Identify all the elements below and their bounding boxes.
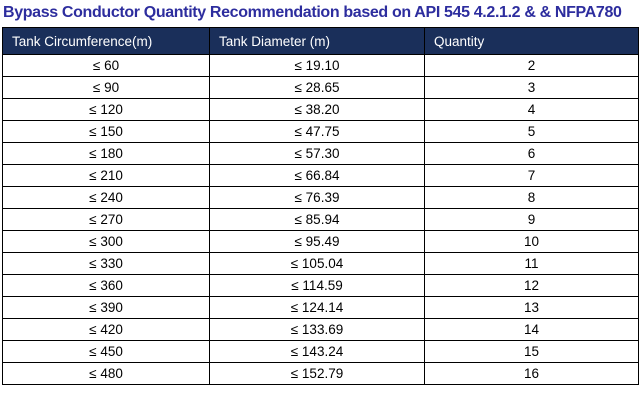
table-cell: ≤ 124.14 — [209, 296, 425, 319]
table-cell: ≤ 390 — [2, 296, 210, 319]
column-header-tank-diameter: Tank Diameter (m) — [209, 27, 425, 55]
table-cell: ≤ 270 — [2, 208, 210, 231]
table-cell: ≤ 120 — [2, 98, 210, 121]
table-cell: 11 — [424, 252, 639, 275]
table-cell: ≤ 210 — [2, 164, 210, 187]
table-cell: ≤ 105.04 — [209, 252, 425, 275]
table-row: ≤ 300 ≤ 95.49 10 — [2, 230, 639, 253]
table-cell: ≤ 330 — [2, 252, 210, 275]
table-row: ≤ 180 ≤ 57.30 6 — [2, 142, 639, 165]
table-cell: 8 — [424, 186, 639, 209]
table-row: ≤ 270 ≤ 85.94 9 — [2, 208, 639, 231]
table-row: ≤ 210 ≤ 66.84 7 — [2, 164, 639, 187]
table-cell: 16 — [424, 362, 639, 385]
table-row: ≤ 240 ≤ 76.39 8 — [2, 186, 639, 209]
table-row: ≤ 480 ≤ 152.79 16 — [2, 362, 639, 385]
table-cell: ≤ 180 — [2, 142, 210, 165]
table-cell: 7 — [424, 164, 639, 187]
table-cell: 13 — [424, 296, 639, 319]
table-cell: ≤ 143.24 — [209, 340, 425, 363]
table-cell: ≤ 133.69 — [209, 318, 425, 341]
table-cell: ≤ 240 — [2, 186, 210, 209]
table-cell: ≤ 360 — [2, 274, 210, 297]
table-cell: ≤ 90 — [2, 76, 210, 99]
table-cell: 6 — [424, 142, 639, 165]
table-header-row: Tank Circumference(m) Tank Diameter (m) … — [2, 27, 639, 55]
table-cell: ≤ 450 — [2, 340, 210, 363]
table-cell: ≤ 150 — [2, 120, 210, 143]
table-cell: 14 — [424, 318, 639, 341]
table-row: ≤ 420 ≤ 133.69 14 — [2, 318, 639, 341]
table-cell: ≤ 85.94 — [209, 208, 425, 231]
table-cell: 5 — [424, 120, 639, 143]
column-header-tank-circumference: Tank Circumference(m) — [2, 27, 210, 55]
table-cell: 10 — [424, 230, 639, 253]
table-cell: ≤ 300 — [2, 230, 210, 253]
table-cell: ≤ 19.10 — [209, 54, 425, 77]
table-cell: ≤ 76.39 — [209, 186, 425, 209]
table-cell: ≤ 28.65 — [209, 76, 425, 99]
table-row: ≤ 390 ≤ 124.14 13 — [2, 296, 639, 319]
table-row: ≤ 150 ≤ 47.75 5 — [2, 120, 639, 143]
table-cell: ≤ 114.59 — [209, 274, 425, 297]
table-cell: 3 — [424, 76, 639, 99]
table-cell: ≤ 480 — [2, 362, 210, 385]
table-cell: ≤ 38.20 — [209, 98, 425, 121]
table-row: ≤ 330 ≤ 105.04 11 — [2, 252, 639, 275]
column-header-quantity: Quantity — [424, 27, 639, 55]
table-cell: 2 — [424, 54, 639, 77]
table-cell: ≤ 60 — [2, 54, 210, 77]
bypass-conductor-table: Tank Circumference(m) Tank Diameter (m) … — [2, 27, 639, 385]
table-cell: ≤ 57.30 — [209, 142, 425, 165]
table-cell: 12 — [424, 274, 639, 297]
page-title: Bypass Conductor Quantity Recommendation… — [3, 4, 622, 21]
table-row: ≤ 90 ≤ 28.65 3 — [2, 76, 639, 99]
table-cell: ≤ 152.79 — [209, 362, 425, 385]
table-cell: 15 — [424, 340, 639, 363]
table-cell: ≤ 95.49 — [209, 230, 425, 253]
table-row: ≤ 450 ≤ 143.24 15 — [2, 340, 639, 363]
table-body: ≤ 60 ≤ 19.10 2 ≤ 90 ≤ 28.65 3 ≤ 120 ≤ 38.20 4 ≤ 1… — [2, 54, 639, 385]
table-cell: 9 — [424, 208, 639, 231]
table-cell: ≤ 420 — [2, 318, 210, 341]
table-cell: ≤ 47.75 — [209, 120, 425, 143]
table-row: ≤ 120 ≤ 38.20 4 — [2, 98, 639, 121]
table-cell: 4 — [424, 98, 639, 121]
table-cell: ≤ 66.84 — [209, 164, 425, 187]
table-row: ≤ 60 ≤ 19.10 2 — [2, 54, 639, 77]
table-row: ≤ 360 ≤ 114.59 12 — [2, 274, 639, 297]
